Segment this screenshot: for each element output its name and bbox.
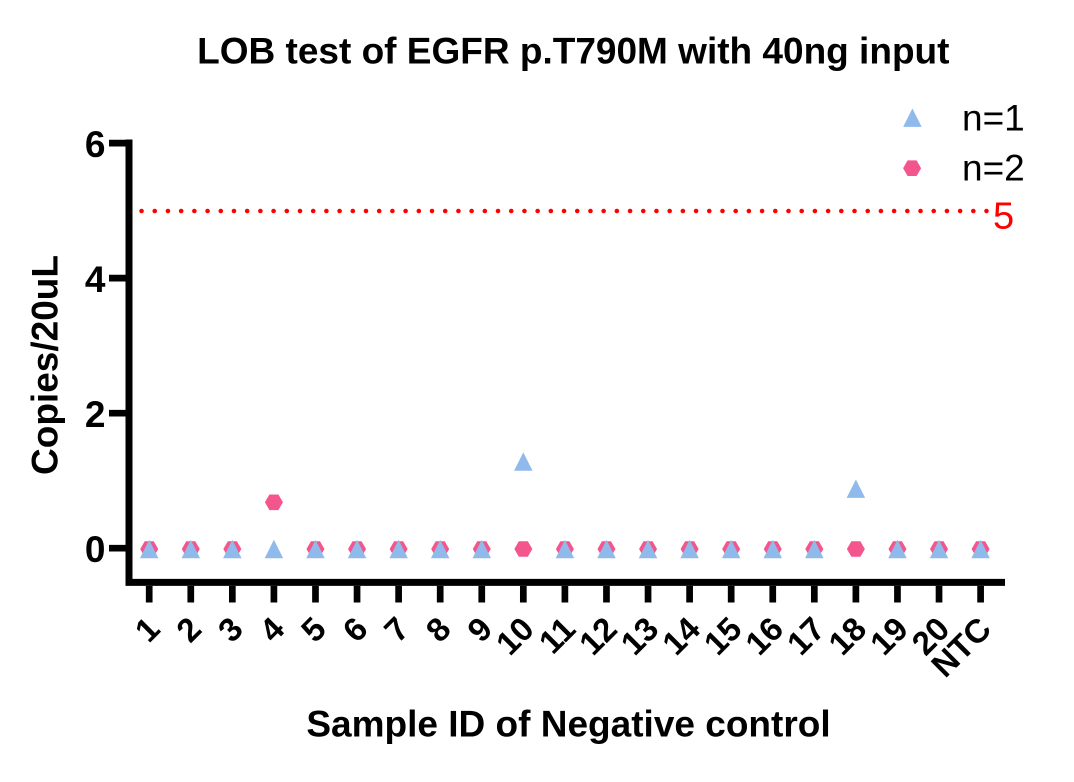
svg-text:n=2: n=2 <box>962 148 1025 189</box>
svg-text:5: 5 <box>993 196 1014 238</box>
svg-text:0: 0 <box>85 529 106 570</box>
svg-text:Sample ID of Negative control: Sample ID of Negative control <box>306 704 830 745</box>
svg-text:LOB test of EGFR p.T790M with: LOB test of EGFR p.T790M with 40ng input <box>197 31 949 72</box>
svg-text:n=1: n=1 <box>962 98 1025 139</box>
svg-text:2: 2 <box>85 394 106 435</box>
svg-text:4: 4 <box>85 259 106 300</box>
svg-text:6: 6 <box>85 124 106 165</box>
svg-text:Copies/20uL: Copies/20uL <box>25 255 66 475</box>
